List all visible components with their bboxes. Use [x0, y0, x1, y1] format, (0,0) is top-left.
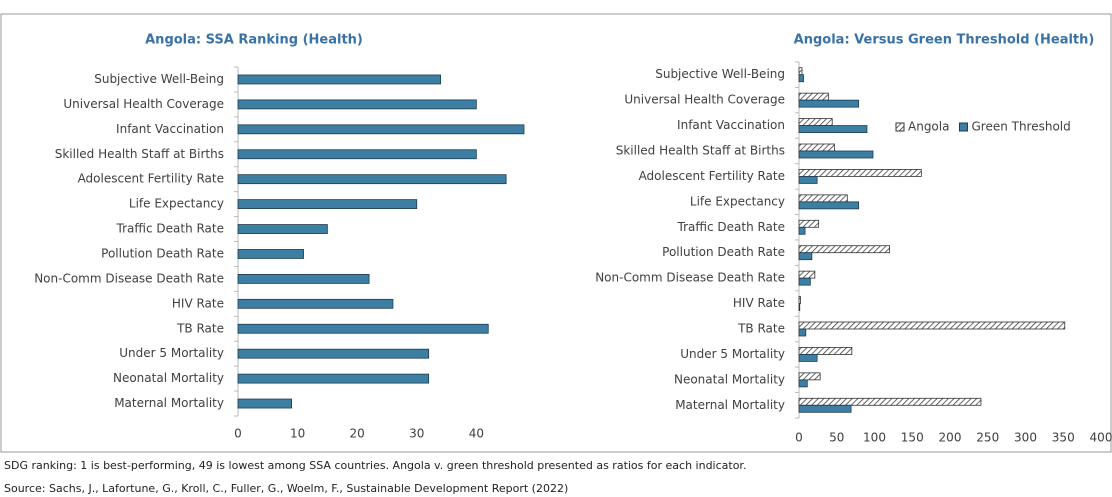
bar — [798, 99, 860, 108]
bar — [237, 99, 477, 110]
y-tick-label: Neonatal Mortality — [113, 371, 224, 385]
bar — [798, 74, 804, 83]
bar — [798, 176, 818, 184]
y-tick-label: Universal Health Coverage — [624, 93, 785, 107]
chart-title: Angola: SSA Ranking (Health) — [145, 33, 363, 48]
bar — [798, 226, 806, 235]
y-tick-label: Non-Comm Disease Death Rate — [34, 271, 224, 285]
bar — [237, 74, 441, 85]
bar — [798, 347, 853, 355]
bar — [798, 379, 808, 388]
x-tick-label: 30 — [409, 427, 424, 441]
bar — [798, 219, 820, 228]
bar — [798, 125, 868, 133]
y-tick-label: Neonatal Mortality — [674, 372, 785, 386]
bar — [798, 321, 1066, 330]
legend-label: Angola — [908, 120, 949, 134]
y-tick-label: Universal Health Coverage — [63, 97, 224, 111]
y-tick-label: Adolescent Fertility Rate — [78, 172, 224, 186]
bar — [798, 372, 821, 381]
legend-label: Green Threshold — [971, 120, 1070, 134]
bar — [237, 298, 394, 309]
y-tick-label: Pollution Death Rate — [662, 245, 785, 259]
y-tick-label: HIV Rate — [172, 296, 224, 310]
y-tick-label: Non-Comm Disease Death Rate — [595, 271, 785, 285]
bar — [798, 150, 874, 159]
y-tick-label: Adolescent Fertility Rate — [639, 169, 785, 183]
bar — [798, 270, 816, 279]
x-tick-label: 300 — [1014, 431, 1037, 445]
legend-swatch — [895, 122, 905, 132]
x-tick-label: 0 — [234, 427, 242, 441]
y-tick-label: Infant Vaccination — [116, 122, 224, 136]
legend-swatch — [958, 122, 968, 132]
bar — [237, 273, 370, 284]
bar — [798, 404, 852, 413]
y-tick-label: HIV Rate — [733, 296, 785, 310]
bar — [237, 348, 430, 359]
bar — [237, 199, 418, 210]
x-tick-label: 50 — [829, 431, 844, 445]
bar — [237, 149, 477, 160]
y-tick-label: Traffic Death Rate — [116, 222, 224, 236]
y-tick-label: Subjective Well-Being — [655, 67, 785, 81]
source: Source: Sachs, J., Lafortune, G., Kroll,… — [4, 482, 568, 495]
y-tick-label: Skilled Health Staff at Births — [616, 144, 785, 158]
x-tick-label: 40 — [469, 427, 484, 441]
bar — [237, 174, 507, 185]
y-tick-label: Life Expectancy — [129, 197, 224, 211]
bar — [798, 277, 811, 286]
x-tick-label: 400 — [1090, 431, 1112, 445]
y-tick-label: TB Rate — [737, 322, 785, 336]
bar — [798, 194, 848, 203]
x-tick-label: 0 — [795, 431, 803, 445]
y-tick-label: Under 5 Mortality — [680, 347, 785, 361]
bar — [798, 252, 813, 261]
y-tick-label: Life Expectancy — [690, 194, 785, 208]
y-tick-label: TB Rate — [176, 321, 224, 335]
bar — [237, 398, 293, 409]
y-tick-label: Skilled Health Staff at Births — [55, 147, 224, 161]
chart-title: Angola: Versus Green Threshold (Health) — [794, 33, 1095, 48]
bar — [798, 354, 818, 362]
bar — [798, 143, 835, 152]
y-tick-label: Under 5 Mortality — [119, 346, 224, 360]
x-tick-label: 250 — [976, 431, 999, 445]
bar — [798, 328, 807, 337]
bar — [237, 224, 328, 234]
bar — [798, 296, 801, 304]
bar — [798, 245, 890, 254]
bar — [798, 118, 833, 126]
bar — [237, 124, 525, 135]
bar — [798, 303, 801, 311]
y-tick-label: Subjective Well-Being — [94, 72, 224, 86]
frame — [0, 13, 1112, 453]
bar — [798, 397, 982, 406]
y-tick-label: Maternal Mortality — [675, 398, 785, 412]
x-tick-label: 150 — [901, 431, 924, 445]
bar — [237, 323, 489, 334]
bar — [798, 201, 860, 210]
y-tick-label: Traffic Death Rate — [677, 220, 785, 234]
y-tick-label: Maternal Mortality — [114, 396, 224, 410]
bar — [798, 169, 922, 177]
x-tick-label: 350 — [1052, 431, 1075, 445]
x-tick-label: 200 — [939, 431, 962, 445]
x-tick-label: 100 — [863, 431, 886, 445]
x-tick-label: 10 — [290, 427, 305, 441]
bar — [798, 67, 803, 76]
bar — [237, 373, 430, 384]
note: SDG ranking: 1 is best-performing, 49 is… — [4, 459, 746, 472]
bar — [237, 249, 304, 259]
x-tick-label: 20 — [350, 427, 365, 441]
y-tick-label: Pollution Death Rate — [101, 246, 224, 260]
y-tick-label: Infant Vaccination — [677, 118, 785, 132]
bar — [798, 92, 829, 101]
